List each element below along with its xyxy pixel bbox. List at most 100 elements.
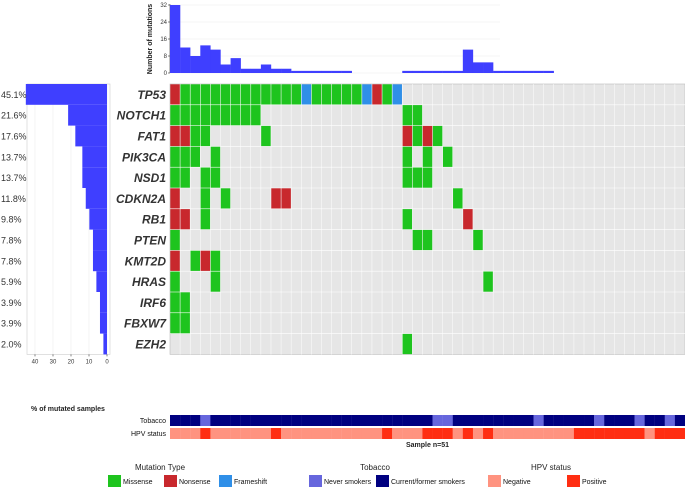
top-axis-tick-label: 16	[160, 37, 167, 43]
annotation-cell	[371, 428, 383, 439]
annotation-cell	[270, 428, 282, 439]
annotation-cell	[674, 415, 685, 426]
mutation-cell	[261, 84, 271, 105]
mutation-cell	[281, 188, 291, 209]
mutation-cell	[291, 84, 301, 105]
mutation-cell	[170, 209, 180, 230]
legend-label: Missense	[123, 479, 153, 486]
annotation-cell	[321, 415, 332, 426]
annotation-cell	[240, 428, 251, 439]
annotation-cell	[361, 415, 373, 426]
mutation-cell	[210, 250, 221, 271]
annotation-cell	[180, 415, 191, 426]
annotation-cell	[392, 415, 403, 426]
annotation-cell	[270, 415, 282, 426]
annotation-cell	[240, 415, 251, 426]
mutation-cell	[412, 105, 423, 126]
annotation-cell	[281, 415, 292, 426]
top-bar	[452, 70, 464, 73]
annotation-cell	[563, 428, 575, 439]
left-axis-tick-label: 10	[86, 359, 93, 365]
left-axis-tick-label: 20	[68, 359, 75, 365]
left-bar	[82, 146, 107, 168]
top-axis-title: Number of mutations	[147, 4, 154, 74]
mutation-cell	[170, 229, 180, 251]
annotation-cell	[412, 428, 423, 439]
top-bar	[190, 56, 201, 73]
annotation-cell	[614, 428, 625, 439]
gene-label: IRF6	[140, 296, 166, 310]
mutation-cell	[422, 146, 433, 167]
annotation-cell	[442, 415, 453, 426]
mutation-cell	[180, 292, 190, 313]
percent-label: 3.9%	[1, 298, 22, 308]
percent-label: 21.6%	[1, 111, 27, 121]
top-bar	[543, 70, 554, 73]
legend-swatch	[488, 475, 501, 487]
top-bar	[422, 70, 433, 73]
annotation-cell	[260, 415, 272, 426]
gene-label: HRAS	[132, 275, 166, 289]
annotation-cell	[513, 415, 524, 426]
top-axis-tick-label: 8	[164, 54, 168, 60]
annotation-cell	[594, 415, 605, 426]
gene-label: FBXW7	[124, 317, 167, 331]
left-bar	[25, 84, 107, 105]
annotation-cell	[170, 428, 181, 439]
legend-label: Negative	[503, 479, 531, 486]
mutation-cell	[170, 84, 180, 105]
legend-title: Tobacco	[360, 463, 390, 472]
legend-swatch	[164, 475, 177, 487]
mutation-cell	[230, 84, 241, 105]
mutation-cell	[362, 84, 372, 105]
percent-label: 45.1%	[1, 90, 27, 100]
percent-label: 9.8%	[1, 215, 22, 225]
top-bar	[250, 68, 262, 73]
annotation-cell	[422, 428, 433, 439]
percent-label: 13.7%	[1, 152, 27, 162]
annotation-cell	[584, 415, 595, 426]
mutation-cell	[200, 188, 211, 209]
annotation-cell	[493, 428, 504, 439]
top-bar	[493, 70, 504, 73]
mutation-cell	[301, 84, 312, 105]
percent-label: 7.8%	[1, 256, 22, 266]
annotation-cell	[452, 428, 463, 439]
track-label: Tobacco	[140, 418, 166, 425]
mutation-cell	[422, 167, 433, 188]
top-bar	[523, 70, 534, 73]
annotation-cell	[432, 415, 443, 426]
top-bar	[311, 70, 322, 73]
mutation-cell	[170, 292, 180, 313]
annotation-cell	[230, 415, 241, 426]
left-bar	[68, 104, 107, 126]
annotation-cell	[250, 428, 262, 439]
annotation-cell	[533, 428, 544, 439]
top-bar	[331, 70, 342, 73]
mutation-cell	[402, 125, 413, 147]
mutation-cell	[180, 146, 190, 167]
mutation-cell	[200, 84, 211, 105]
annotation-cell	[634, 428, 645, 439]
top-bar	[513, 70, 524, 73]
left-bar	[75, 125, 107, 147]
annotation-cell	[674, 428, 685, 439]
annotation-cell	[311, 415, 322, 426]
gene-label: NSD1	[134, 171, 166, 185]
annotation-cell	[260, 428, 272, 439]
mutation-cell	[261, 125, 271, 147]
annotation-cell	[624, 428, 635, 439]
annotation-cell	[331, 415, 342, 426]
mutation-cell	[412, 229, 423, 251]
percent-label: 2.0%	[1, 340, 22, 350]
percent-label: 11.8%	[1, 194, 26, 204]
mutation-cell	[432, 125, 443, 147]
annotation-cell	[331, 428, 342, 439]
percent-label: 7.8%	[1, 236, 22, 246]
annotation-cell	[503, 428, 514, 439]
mutation-cell	[220, 84, 231, 105]
annotation-cell	[250, 415, 262, 426]
annotation-cell	[351, 415, 363, 426]
annotation-cell	[644, 428, 655, 439]
